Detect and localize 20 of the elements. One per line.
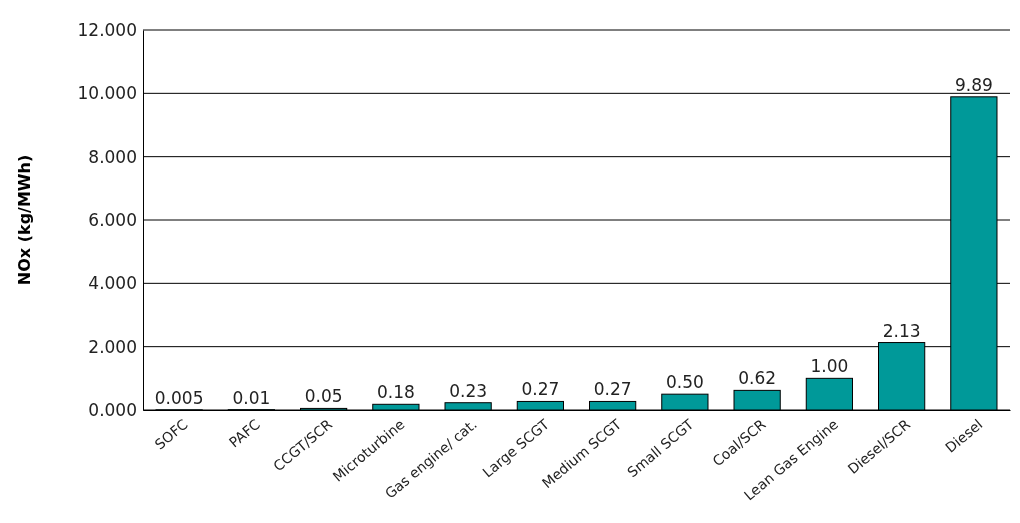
y-tick-label: 12.000 bbox=[77, 19, 137, 40]
data-label: 0.005 bbox=[154, 387, 204, 408]
y-tick-label: 0.000 bbox=[88, 399, 137, 420]
data-label: 0.05 bbox=[304, 386, 343, 407]
data-label: 0.18 bbox=[376, 382, 415, 403]
data-label: 0.50 bbox=[665, 372, 704, 393]
data-label: 0.27 bbox=[521, 379, 560, 400]
y-tick-label: 6.000 bbox=[88, 209, 137, 230]
y-axis-title: NOx (kg/MWh) bbox=[15, 154, 34, 286]
data-label: 0.27 bbox=[593, 379, 632, 400]
data-label: 0.23 bbox=[449, 380, 488, 401]
y-tick-label: 4.000 bbox=[88, 273, 137, 294]
y-tick-label: 2.000 bbox=[88, 336, 137, 357]
data-label: 9.89 bbox=[954, 74, 993, 95]
y-tick-label: 8.000 bbox=[88, 146, 137, 167]
data-label: 1.00 bbox=[810, 356, 849, 377]
data-label: 2.13 bbox=[882, 320, 921, 341]
y-tick-label: 10.000 bbox=[77, 83, 137, 104]
data-label: 0.62 bbox=[738, 368, 777, 389]
data-label: 0.01 bbox=[232, 387, 271, 408]
